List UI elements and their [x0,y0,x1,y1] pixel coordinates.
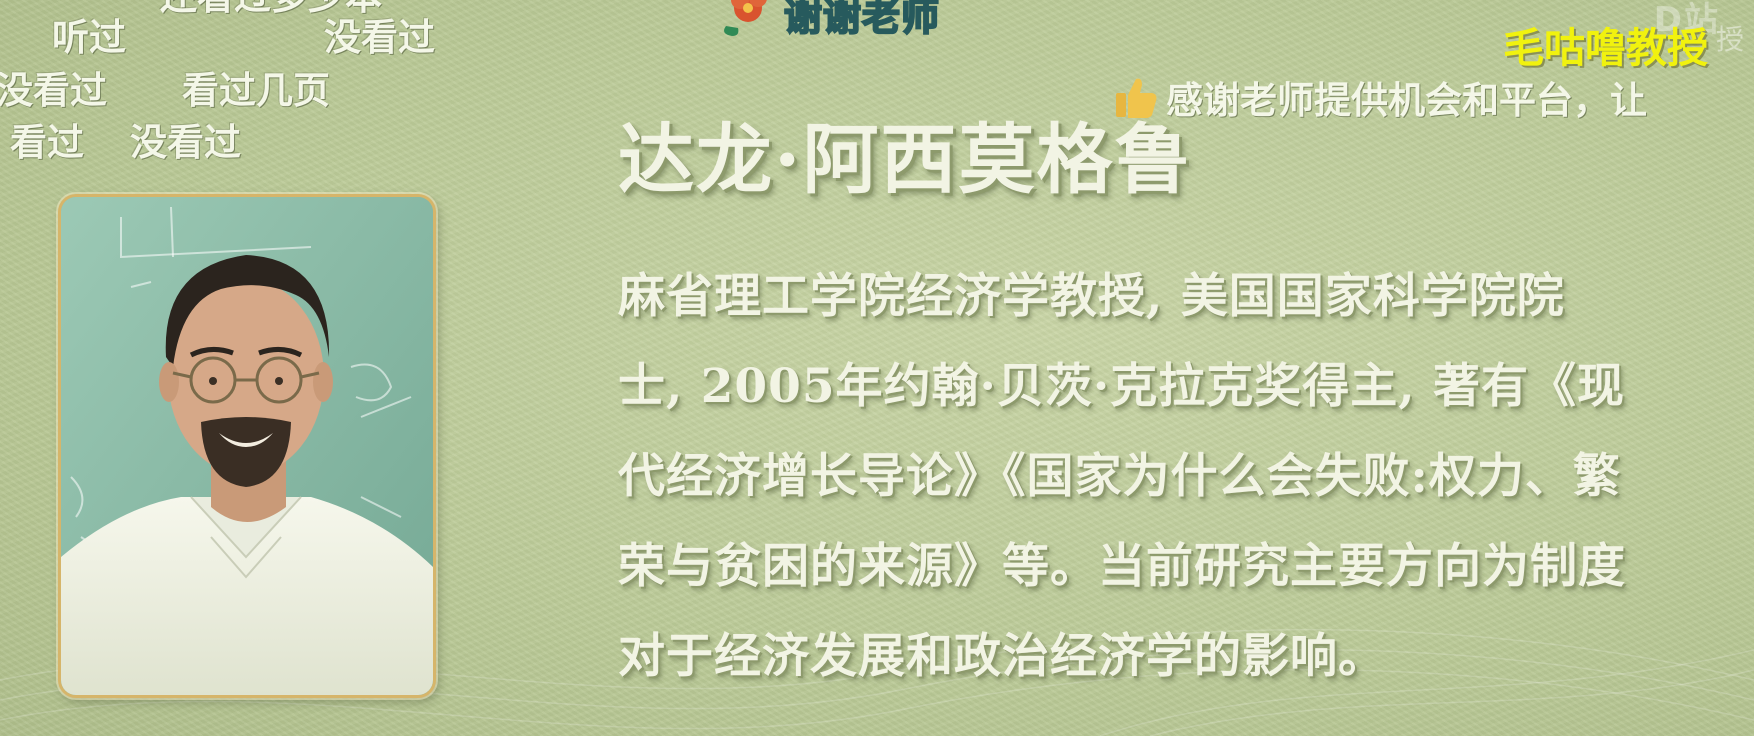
danmaku-comment: 听过 [52,16,126,59]
danmaku-comment: 看过 [10,121,84,164]
watermark-logo: D站 [1653,0,1720,40]
danmaku-comment-clipped: 还看过多少本 [160,0,382,15]
danmaku-comment: 没看过 [130,121,241,164]
channel-watermark: D站 授 [1444,0,1744,56]
bio-line: 麻省理工学院经济学教授, 美国国家科学院院 [618,269,1565,324]
uploader-name: 毛咕噜教授 [1503,24,1708,72]
flower-icon [718,0,788,38]
thanks-teacher-banner: 谢谢老师 [718,0,940,41]
profile-bio: 麻省理工学院经济学教授, 美国国家科学院院 士, 2005年约翰·贝茨·克拉克奖… [618,252,1718,702]
bio-line: 对于经济发展和政治经济学的影响。 [618,629,1386,684]
danmaku-comment: 没看过 [0,69,107,112]
danmaku-comment: 没看过 [324,16,435,59]
watermark-sub: 授 [1715,23,1744,56]
danmaku-comment: 看过几页 [182,69,330,112]
bio-line: 代经济增长导论》《国家为什么会失败:权力、繁 [618,449,1621,504]
profile-name: 达龙·阿西莫格鲁 [618,115,1193,204]
banner-text: 谢谢老师 [783,0,941,40]
liked-danmaku: 感谢老师提供机会和平台，让 [1112,70,1647,124]
thumbs-up-icon [1112,73,1160,121]
bio-line: 士, 2005年约翰·贝茨·克拉克奖得主, 著有《现 [618,359,1625,414]
liked-danmaku-text: 感谢老师提供机会和平台，让 [1166,79,1647,122]
bio-line: 荣与贫困的来源》等。当前研究主要方向为制度 [618,539,1626,594]
profile-portrait [58,194,436,698]
